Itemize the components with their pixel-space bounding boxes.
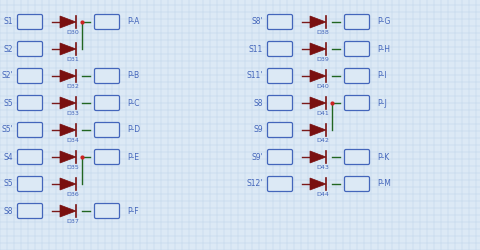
Text: S2': S2' [1, 72, 13, 80]
FancyBboxPatch shape [17, 150, 43, 164]
FancyBboxPatch shape [345, 14, 370, 30]
Polygon shape [310, 124, 326, 136]
Polygon shape [310, 97, 326, 109]
Text: D33: D33 [66, 111, 79, 116]
Polygon shape [60, 124, 76, 136]
FancyBboxPatch shape [95, 204, 120, 218]
FancyBboxPatch shape [95, 150, 120, 164]
FancyBboxPatch shape [267, 14, 292, 30]
Text: S9: S9 [253, 126, 263, 134]
Polygon shape [60, 151, 76, 163]
FancyBboxPatch shape [17, 176, 43, 192]
Text: P-J: P-J [377, 98, 387, 108]
Text: P-C: P-C [127, 98, 140, 108]
FancyBboxPatch shape [17, 42, 43, 56]
FancyBboxPatch shape [267, 96, 292, 110]
Text: D36: D36 [66, 192, 79, 197]
FancyBboxPatch shape [95, 96, 120, 110]
Text: D37: D37 [66, 219, 79, 224]
Text: S9': S9' [251, 152, 263, 162]
Text: S5': S5' [1, 126, 13, 134]
Text: S8: S8 [3, 206, 13, 216]
Text: S5: S5 [3, 180, 13, 188]
FancyBboxPatch shape [267, 68, 292, 84]
Polygon shape [60, 205, 76, 217]
Polygon shape [310, 16, 326, 28]
FancyBboxPatch shape [95, 122, 120, 138]
Text: D40: D40 [316, 84, 329, 89]
Text: S8: S8 [253, 98, 263, 108]
FancyBboxPatch shape [345, 150, 370, 164]
FancyBboxPatch shape [95, 68, 120, 84]
Text: P-G: P-G [377, 18, 390, 26]
Text: S2: S2 [3, 44, 13, 54]
Text: S4: S4 [3, 152, 13, 162]
FancyBboxPatch shape [345, 42, 370, 56]
FancyBboxPatch shape [345, 68, 370, 84]
FancyBboxPatch shape [17, 122, 43, 138]
FancyBboxPatch shape [345, 176, 370, 192]
Text: S11': S11' [247, 72, 263, 80]
FancyBboxPatch shape [17, 204, 43, 218]
Text: P-B: P-B [127, 72, 139, 80]
FancyBboxPatch shape [17, 14, 43, 30]
Text: S1: S1 [3, 18, 13, 26]
Text: D34: D34 [66, 138, 79, 143]
Text: D30: D30 [66, 30, 79, 35]
Polygon shape [310, 178, 326, 190]
Text: D44: D44 [316, 192, 329, 197]
Text: D42: D42 [316, 138, 329, 143]
Polygon shape [310, 70, 326, 82]
Text: S8': S8' [252, 18, 263, 26]
Text: S5: S5 [3, 98, 13, 108]
FancyBboxPatch shape [17, 96, 43, 110]
Text: P-I: P-I [377, 72, 386, 80]
FancyBboxPatch shape [267, 42, 292, 56]
Text: P-M: P-M [377, 180, 391, 188]
Text: D43: D43 [316, 165, 329, 170]
Text: P-H: P-H [377, 44, 390, 54]
Text: D31: D31 [66, 57, 79, 62]
Polygon shape [60, 70, 76, 82]
Text: P-K: P-K [377, 152, 389, 162]
Polygon shape [310, 43, 326, 55]
Text: P-F: P-F [127, 206, 139, 216]
Text: D38: D38 [316, 30, 329, 35]
Text: P-D: P-D [127, 126, 140, 134]
Text: D39: D39 [316, 57, 329, 62]
Text: D41: D41 [316, 111, 329, 116]
Polygon shape [60, 178, 76, 190]
Text: D32: D32 [66, 84, 79, 89]
Text: P-E: P-E [127, 152, 139, 162]
Text: P-A: P-A [127, 18, 139, 26]
FancyBboxPatch shape [267, 150, 292, 164]
FancyBboxPatch shape [345, 96, 370, 110]
FancyBboxPatch shape [267, 176, 292, 192]
Text: D35: D35 [66, 165, 79, 170]
Text: S12': S12' [247, 180, 263, 188]
FancyBboxPatch shape [267, 122, 292, 138]
FancyBboxPatch shape [95, 14, 120, 30]
Text: S11: S11 [249, 44, 263, 54]
FancyBboxPatch shape [17, 68, 43, 84]
Polygon shape [310, 151, 326, 163]
Polygon shape [60, 16, 76, 28]
Polygon shape [60, 43, 76, 55]
Polygon shape [60, 97, 76, 109]
